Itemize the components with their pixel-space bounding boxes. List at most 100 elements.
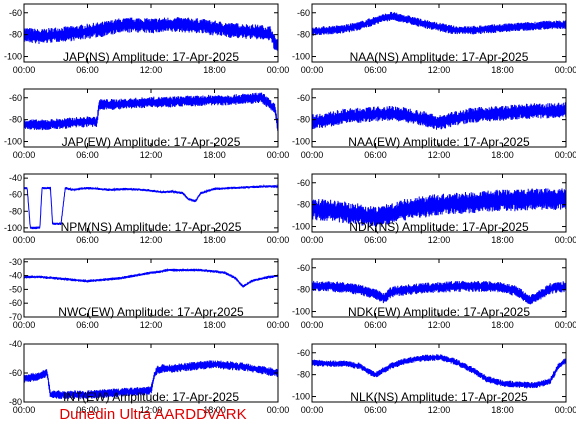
x-tick-label: 18:00 <box>203 150 226 160</box>
x-tick-label: 12:00 <box>140 405 163 415</box>
x-tick-label: 18:00 <box>203 320 226 330</box>
series-line <box>24 268 278 288</box>
y-tick-label: -60 <box>297 178 310 188</box>
series-line <box>312 354 566 389</box>
y-tick-label: -100 <box>292 222 310 232</box>
series-line <box>312 280 566 305</box>
chart-title: JAP(EW) Amplitude: 17-Apr-2025 <box>62 135 241 149</box>
x-tick-label: 00:00 <box>13 320 36 330</box>
x-tick-label: 00:00 <box>301 320 324 330</box>
chart-title: NPM(NS) Amplitude: 17-Apr-2025 <box>61 220 242 234</box>
x-tick-label: 18:00 <box>491 320 514 330</box>
x-tick-label: 00:00 <box>555 150 576 160</box>
y-tick-label: -40 <box>9 339 22 349</box>
x-tick-label: 06:00 <box>76 235 99 245</box>
x-tick-label: 06:00 <box>76 65 99 75</box>
chart-panel-4: -60 -80 -100 00:00 06:00 12:00 18:00 00:00 NAA(E… <box>292 88 576 160</box>
x-tick-label: 06:00 <box>76 405 99 415</box>
chart-panel-2: -60 -80 -100 00:00 06:00 12:00 18:00 00:00 NAA(N… <box>292 3 576 75</box>
x-tick-label: 06:00 <box>364 405 387 415</box>
y-tick-label: -60 <box>9 93 22 103</box>
chart-panel-10: -60 -80 -100 00:00 06:00 12:00 18:00 00:00 NLK(N… <box>292 343 576 415</box>
y-tick-label: -100 <box>4 137 22 147</box>
y-tick-label: -80 <box>297 115 310 125</box>
y-tick-label: -80 <box>297 285 310 295</box>
x-tick-label: 18:00 <box>203 405 226 415</box>
series-line <box>24 360 278 400</box>
y-tick-label: -80 <box>9 115 22 125</box>
y-tick-label: -50 <box>9 284 22 294</box>
x-tick-label: 18:00 <box>491 235 514 245</box>
y-tick-label: -100 <box>292 307 310 317</box>
x-tick-label: 00:00 <box>13 150 36 160</box>
y-tick-label: -80 <box>9 206 22 216</box>
x-tick-label: 00:00 <box>267 150 290 160</box>
x-tick-label: 18:00 <box>491 65 514 75</box>
y-tick-label: -60 <box>297 8 310 18</box>
chart-title: NAA(EW) Amplitude: 17-Apr-2025 <box>348 135 530 149</box>
chart-title: NWC(EW) Amplitude: 17-Apr-2025 <box>58 305 244 319</box>
x-tick-label: 06:00 <box>76 320 99 330</box>
y-tick-label: -80 <box>9 30 22 40</box>
y-tick-label: -60 <box>9 368 22 378</box>
x-tick-label: 06:00 <box>364 150 387 160</box>
y-tick-label: -100 <box>292 137 310 147</box>
x-tick-label: 00:00 <box>555 65 576 75</box>
x-tick-label: 00:00 <box>301 150 324 160</box>
y-tick-label: -80 <box>297 370 310 380</box>
x-tick-label: 18:00 <box>491 405 514 415</box>
y-tick-label: -80 <box>297 200 310 210</box>
series-line <box>24 183 278 230</box>
x-tick-label: 00:00 <box>13 235 36 245</box>
y-tick-label: -60 <box>297 93 310 103</box>
chart-panel-8: -60 -80 -100 00:00 06:00 12:00 18:00 00:00 NDK(E… <box>292 258 576 330</box>
y-tick-label: -60 <box>297 263 310 273</box>
y-tick-label: -60 <box>9 298 22 308</box>
y-tick-label: -100 <box>292 392 310 402</box>
series-line <box>312 11 566 36</box>
chart-panel-5: -40 -60 -80 -100 00:00 06:00 12:00 18:00 00:00 NP… <box>4 173 289 245</box>
x-tick-label: 00:00 <box>13 65 36 75</box>
y-tick-label: -40 <box>9 271 22 281</box>
x-tick-label: 00:00 <box>267 405 290 415</box>
x-tick-label: 12:00 <box>140 150 163 160</box>
series-line <box>24 17 278 51</box>
x-tick-label: 12:00 <box>428 150 451 160</box>
series-line <box>312 102 566 130</box>
x-tick-label: 18:00 <box>491 150 514 160</box>
x-tick-label: 12:00 <box>140 65 163 75</box>
y-tick-label: -80 <box>297 30 310 40</box>
x-tick-label: 12:00 <box>428 405 451 415</box>
chart-title: NAA(NS) Amplitude: 17-Apr-2025 <box>350 50 529 64</box>
x-tick-label: 06:00 <box>364 65 387 75</box>
y-tick-label: -40 <box>9 173 22 183</box>
x-tick-label: 18:00 <box>203 235 226 245</box>
y-tick-label: -80 <box>9 397 22 407</box>
chart-panel-1: -60 -80 -100 00:00 06:00 12:00 18:00 00:00 JAP(N… <box>4 3 290 75</box>
x-tick-label: 00:00 <box>301 405 324 415</box>
y-tick-label: -60 <box>9 8 22 18</box>
chart-panel-6: -60 -80 -100 00:00 06:00 12:00 18:00 00:00 NDK(N… <box>292 173 576 245</box>
y-tick-label: -100 <box>292 52 310 62</box>
x-tick-label: 00:00 <box>555 405 576 415</box>
x-tick-label: 12:00 <box>140 320 163 330</box>
x-tick-label: 18:00 <box>203 65 226 75</box>
series-line <box>24 92 278 131</box>
x-tick-label: 00:00 <box>301 65 324 75</box>
y-tick-label: -70 <box>9 312 22 322</box>
x-tick-label: 12:00 <box>428 65 451 75</box>
x-tick-label: 06:00 <box>364 320 387 330</box>
chart-title: INT(EW) Amplitude: 17-Apr-2025 <box>63 390 239 404</box>
x-tick-label: 00:00 <box>267 65 290 75</box>
y-tick-label: -100 <box>4 223 22 233</box>
x-tick-label: 00:00 <box>267 320 290 330</box>
x-tick-label: 00:00 <box>555 235 576 245</box>
series-line <box>312 188 566 228</box>
x-tick-label: 00:00 <box>555 320 576 330</box>
x-tick-label: 12:00 <box>428 320 451 330</box>
y-tick-label: -60 <box>297 348 310 358</box>
station-caption: Dunedin Ultra AARDDVARK <box>59 406 247 423</box>
x-tick-label: 06:00 <box>76 150 99 160</box>
